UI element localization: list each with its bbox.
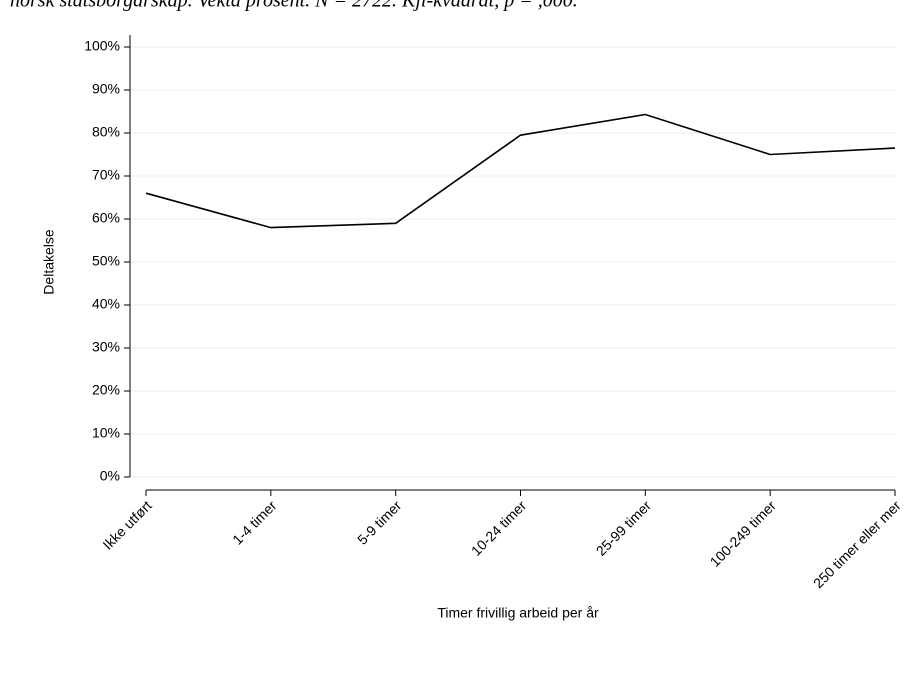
y-tick-label: 100% xyxy=(84,38,120,54)
line-series xyxy=(145,113,896,229)
y-tick-label: 50% xyxy=(92,253,120,269)
y-tick-label: 70% xyxy=(92,167,120,183)
y-tick-label: 10% xyxy=(92,425,120,441)
x-tick-label: 10-24 timer xyxy=(468,497,530,559)
x-tick-label: 1-4 timer xyxy=(229,497,280,548)
x-tick-label: 250 timer eller mer xyxy=(810,497,904,591)
x-tick-label: Ikke utført xyxy=(99,497,154,552)
y-tick-label: 90% xyxy=(92,81,120,97)
x-tick-label: 100-249 timer xyxy=(707,497,780,570)
x-axis-label: Timer frivillig arbeid per år xyxy=(437,605,599,621)
y-tick-label: 20% xyxy=(92,382,120,398)
y-tick-label: 40% xyxy=(92,296,120,312)
y-axis-label: Deltakelse xyxy=(41,229,57,295)
y-tick-label: 60% xyxy=(92,210,120,226)
y-tick-label: 0% xyxy=(100,468,120,484)
x-tick-label: 5-9 timer xyxy=(354,497,405,548)
x-tick-label: 25-99 timer xyxy=(593,497,655,559)
y-tick-label: 80% xyxy=(92,124,120,140)
y-tick-label: 30% xyxy=(92,339,120,355)
caption: norsk statsborgarskap. Vekta prosent. N … xyxy=(10,0,578,12)
